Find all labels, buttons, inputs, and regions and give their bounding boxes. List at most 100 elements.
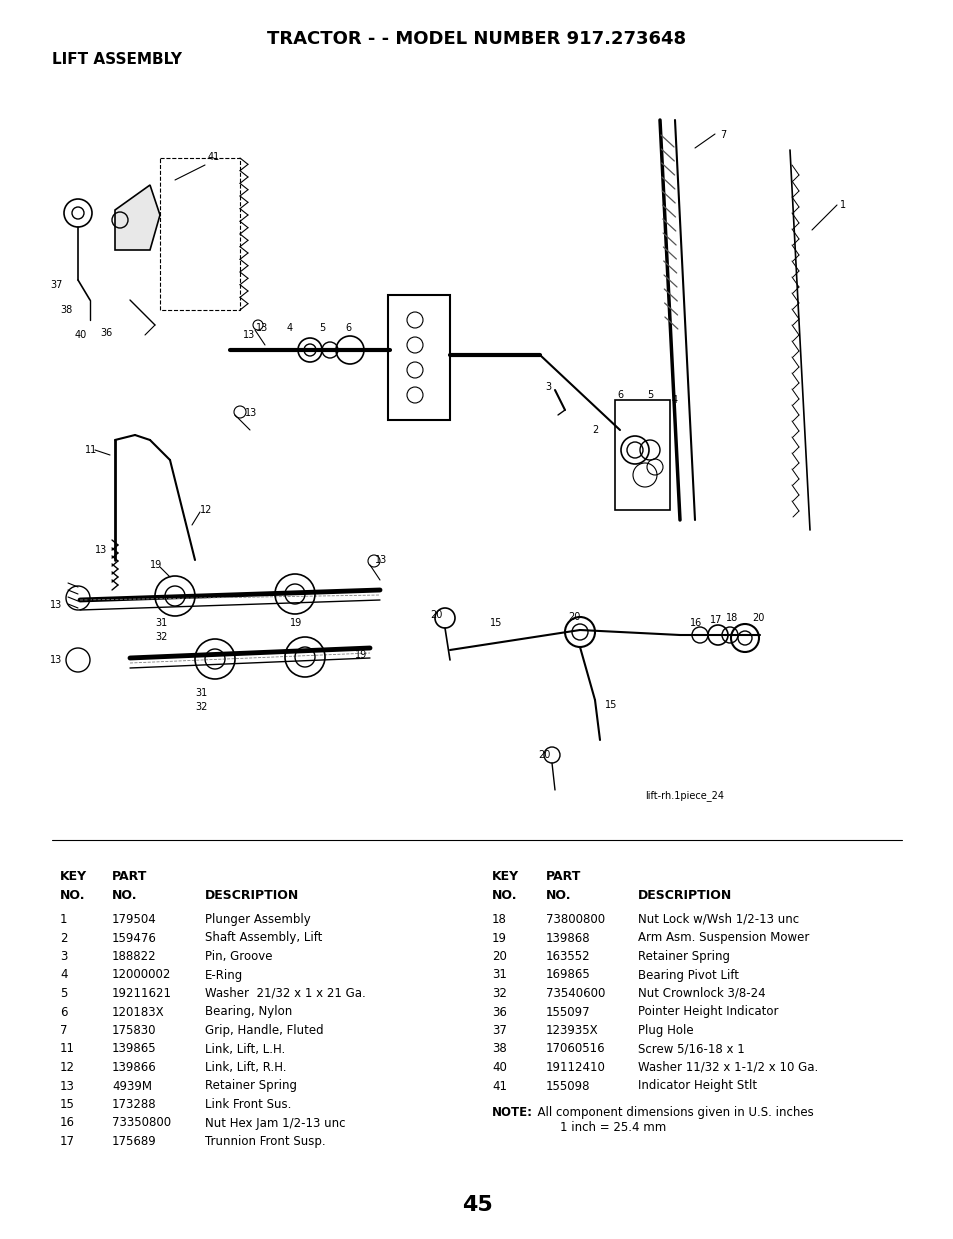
Text: 13: 13 — [245, 408, 257, 418]
Text: 159476: 159476 — [112, 932, 156, 944]
Text: 188822: 188822 — [112, 950, 156, 963]
Text: 36: 36 — [492, 1006, 506, 1018]
Text: Nut Hex Jam 1/2-13 unc: Nut Hex Jam 1/2-13 unc — [205, 1116, 345, 1130]
Text: 163552: 163552 — [545, 950, 590, 963]
Text: 2: 2 — [60, 932, 68, 944]
Text: 169865: 169865 — [545, 969, 590, 981]
Text: 15: 15 — [60, 1098, 74, 1111]
Text: 38: 38 — [492, 1042, 506, 1056]
Text: Bearing Pivot Lift: Bearing Pivot Lift — [638, 969, 739, 981]
Text: 173288: 173288 — [112, 1098, 156, 1111]
Text: All component dimensions given in U.S. inches
        1 inch = 25.4 mm: All component dimensions given in U.S. i… — [530, 1106, 813, 1134]
Text: Nut Crownlock 3/8-24: Nut Crownlock 3/8-24 — [638, 987, 765, 1000]
Text: 4: 4 — [671, 395, 678, 405]
Text: Arm Asm. Suspension Mower: Arm Asm. Suspension Mower — [638, 932, 808, 944]
Text: 38: 38 — [60, 305, 72, 315]
Text: 19: 19 — [355, 650, 367, 660]
Text: 31: 31 — [492, 969, 506, 981]
Text: 41: 41 — [492, 1079, 506, 1093]
Text: 179504: 179504 — [112, 913, 156, 926]
Text: 5: 5 — [60, 987, 68, 1000]
Text: 19112410: 19112410 — [545, 1061, 605, 1074]
Text: 15: 15 — [490, 618, 502, 628]
Text: 13: 13 — [255, 323, 268, 333]
Text: 19: 19 — [290, 618, 302, 628]
Text: 13: 13 — [243, 330, 255, 339]
Text: PART: PART — [112, 870, 147, 883]
Text: Screw 5/16-18 x 1: Screw 5/16-18 x 1 — [638, 1042, 744, 1056]
Text: Shaft Assembly, Lift: Shaft Assembly, Lift — [205, 932, 322, 944]
Text: Pointer Height Indicator: Pointer Height Indicator — [638, 1006, 778, 1018]
Text: 12: 12 — [200, 506, 213, 515]
Text: 3: 3 — [60, 950, 68, 963]
Text: 19211621: 19211621 — [112, 987, 172, 1000]
Text: 13: 13 — [95, 545, 107, 555]
Text: Plunger Assembly: Plunger Assembly — [205, 913, 311, 926]
Text: 5: 5 — [646, 390, 653, 400]
Text: DESCRIPTION: DESCRIPTION — [205, 890, 299, 902]
Text: 3: 3 — [544, 382, 551, 392]
Text: 37: 37 — [492, 1023, 506, 1037]
Text: 32: 32 — [194, 703, 207, 712]
Text: Trunnion Front Susp.: Trunnion Front Susp. — [205, 1135, 325, 1149]
Text: 175689: 175689 — [112, 1135, 156, 1149]
Text: 45: 45 — [461, 1194, 492, 1215]
Text: Retainer Spring: Retainer Spring — [638, 950, 729, 963]
Text: Link, Lift, L.H.: Link, Lift, L.H. — [205, 1042, 285, 1056]
Text: 16: 16 — [689, 618, 701, 628]
Text: NO.: NO. — [545, 890, 571, 902]
Text: 2: 2 — [592, 425, 598, 435]
Text: 19: 19 — [150, 560, 162, 570]
Text: 139866: 139866 — [112, 1061, 156, 1074]
Text: 17: 17 — [60, 1135, 75, 1149]
Text: TRACTOR - - MODEL NUMBER 917.273648: TRACTOR - - MODEL NUMBER 917.273648 — [267, 30, 686, 48]
Text: NO.: NO. — [60, 890, 86, 902]
Text: 73800800: 73800800 — [545, 913, 604, 926]
Text: 40: 40 — [75, 330, 87, 339]
Text: 32: 32 — [154, 632, 167, 642]
Text: KEY: KEY — [60, 870, 87, 883]
Text: 20: 20 — [537, 750, 550, 760]
Text: 12000002: 12000002 — [112, 969, 172, 981]
Polygon shape — [115, 185, 160, 250]
Text: NOTE:: NOTE: — [492, 1106, 533, 1119]
Text: Retainer Spring: Retainer Spring — [205, 1079, 296, 1093]
Text: Bearing, Nylon: Bearing, Nylon — [205, 1006, 292, 1018]
Text: 31: 31 — [194, 688, 207, 698]
Text: 4: 4 — [60, 969, 68, 981]
Text: 18: 18 — [725, 613, 738, 623]
Text: NO.: NO. — [492, 890, 517, 902]
Text: 7: 7 — [60, 1023, 68, 1037]
Text: 20: 20 — [492, 950, 506, 963]
Text: DESCRIPTION: DESCRIPTION — [638, 890, 732, 902]
Text: 73540600: 73540600 — [545, 987, 605, 1000]
Text: Link, Lift, R.H.: Link, Lift, R.H. — [205, 1061, 286, 1074]
Text: 17060516: 17060516 — [545, 1042, 605, 1056]
Text: lift-rh.1piece_24: lift-rh.1piece_24 — [644, 790, 723, 800]
Text: Indicator Height Stlt: Indicator Height Stlt — [638, 1079, 757, 1093]
Text: Grip, Handle, Fluted: Grip, Handle, Fluted — [205, 1023, 323, 1037]
Text: 12: 12 — [60, 1061, 75, 1074]
Text: 6: 6 — [345, 323, 351, 333]
Text: 6: 6 — [617, 390, 622, 400]
Text: 4939M: 4939M — [112, 1079, 152, 1093]
Text: Nut Lock w/Wsh 1/2-13 unc: Nut Lock w/Wsh 1/2-13 unc — [638, 913, 799, 926]
Text: 11: 11 — [85, 445, 97, 455]
Text: 20: 20 — [751, 613, 763, 623]
Text: PART: PART — [545, 870, 580, 883]
Text: 13: 13 — [50, 600, 62, 610]
Text: 36: 36 — [100, 328, 112, 338]
Text: 15: 15 — [604, 700, 617, 710]
Text: Washer 11/32 x 1-1/2 x 10 Ga.: Washer 11/32 x 1-1/2 x 10 Ga. — [638, 1061, 818, 1074]
Text: 37: 37 — [50, 280, 62, 290]
Text: 13: 13 — [375, 555, 387, 565]
Text: LIFT ASSEMBLY: LIFT ASSEMBLY — [52, 52, 182, 67]
Text: 4: 4 — [287, 323, 293, 333]
Text: 120183X: 120183X — [112, 1006, 165, 1018]
Text: 17: 17 — [709, 615, 721, 624]
Text: 13: 13 — [60, 1079, 74, 1093]
Text: 139868: 139868 — [545, 932, 590, 944]
Text: 73350800: 73350800 — [112, 1116, 171, 1130]
Text: 40: 40 — [492, 1061, 506, 1074]
Text: 5: 5 — [318, 323, 325, 333]
